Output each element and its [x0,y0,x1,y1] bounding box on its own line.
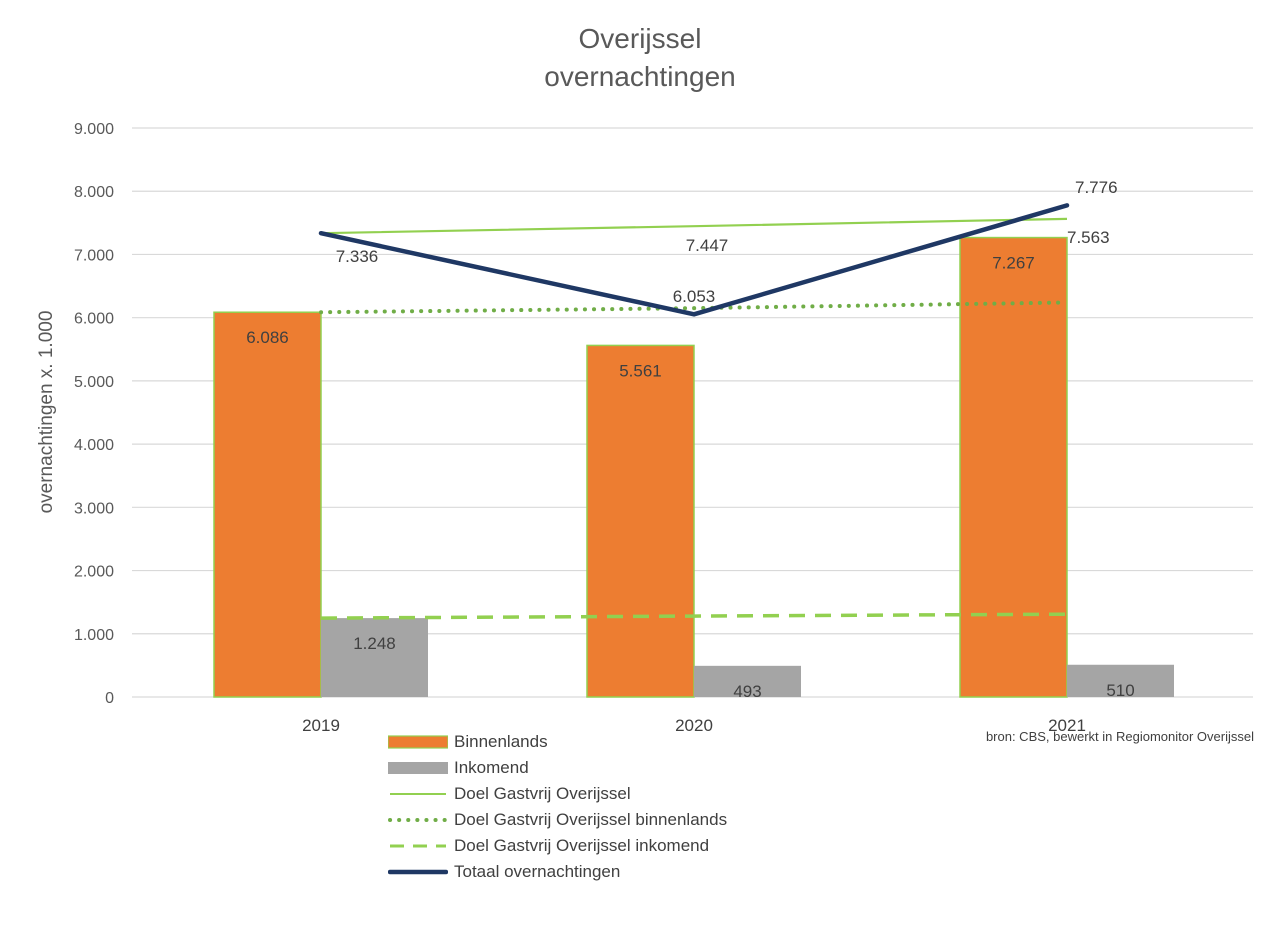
y-tick-label: 8.000 [74,184,114,201]
x-tick-labels: 2019 2020 2021 [302,716,1086,735]
legend-symbol [388,762,448,774]
y-tick-label: 3.000 [74,500,114,517]
bar-inkomend [321,618,428,697]
bar-binnenlands [213,311,322,698]
legend-doel-inkomend: Doel Gastvrij Overijssel inkomend [388,833,727,859]
legend-label: Totaal overnachtingen [454,862,621,881]
legend-label: Binnenlands [454,732,548,751]
x-tick-label: 2020 [675,716,713,735]
legend-symbol [388,869,448,875]
bars [213,236,1174,698]
legend-symbol [388,818,448,822]
line-doel-inkomend [320,612,1068,620]
legend-label: Inkomend [454,758,529,777]
y-tick-label: 9.000 [74,121,114,138]
data-label-doel: 7.563 [1067,228,1110,247]
data-label-binnenlands: 7.267 [992,254,1035,273]
y-tick-label: 5.000 [74,374,114,391]
bar-binnenlands [959,236,1068,698]
data-labels: 6.086 1.248 5.561 493 7.267 510 7.336 7.447 7.56… [246,178,1134,701]
x-tick-label: 2019 [302,716,340,735]
x-tick-label: 2021 [1048,716,1086,735]
legend-label: Doel Gastvrij Overijssel inkomend [454,836,710,855]
series-lines [318,203,1070,620]
data-label-binnenlands: 5.561 [619,361,662,380]
legend-label: Doel Gastvrij Overijssel binnenlands [454,810,728,829]
legend-label: Doel Gastvrij Overijssel [454,784,631,803]
data-label-totaal: 6.053 [673,287,716,306]
chart-title: Overijssel overnachtingen [0,20,1280,96]
legend-doel-gastvrij: Doel Gastvrij Overijssel [388,781,727,807]
data-label-doel: 7.447 [686,236,729,255]
data-label-inkomend: 510 [1106,681,1134,700]
legend-inkomend: Inkomend [388,755,727,781]
y-tick-label: 4.000 [74,437,114,454]
bar-binnenlands [586,344,695,698]
chart-title-line-1: Overijssel [578,23,702,54]
legend: Binnenlands Inkomend Doel Gastvrij Overijs… [388,729,727,885]
y-tick-label: 6.000 [74,311,114,328]
data-label-totaal: 7.776 [1075,178,1118,197]
data-label-doel: 7.336 [336,247,379,266]
y-tick-label: 1.000 [74,627,114,644]
chart-title-line-2: overnachtingen [544,61,736,92]
bar-inkomend [694,665,801,697]
line-totaal [318,203,1070,317]
line-doel-binnenlands [319,300,1069,315]
data-label-inkomend: 493 [733,682,761,701]
legend-symbol [388,735,448,749]
source-note: bron: CBS, bewerkt in Regiomonitor Overi… [985,729,1254,744]
y-tick-label: 2.000 [74,564,114,581]
legend-binnenlands: Binnenlands [388,729,727,755]
y-tick-label: 7.000 [74,247,114,264]
y-tick-label: 0 [105,690,114,707]
y-tick-labels: 0 1.000 2.000 3.000 4.000 5.000 6.000 7.000 8.00… [74,121,114,707]
bar-inkomend [1067,664,1174,697]
y-axis-label: overnachtingen x. 1.000 [36,311,57,514]
legend-symbol [390,844,446,848]
data-label-binnenlands: 6.086 [246,328,289,347]
legend-doel-binnenlands: Doel Gastvrij Overijssel binnenlands [388,807,727,833]
data-label-inkomend: 1.248 [353,634,396,653]
legend-symbol [390,793,446,795]
line-doel-gastvrij [320,217,1068,235]
legend-totaal: Totaal overnachtingen [388,859,727,885]
